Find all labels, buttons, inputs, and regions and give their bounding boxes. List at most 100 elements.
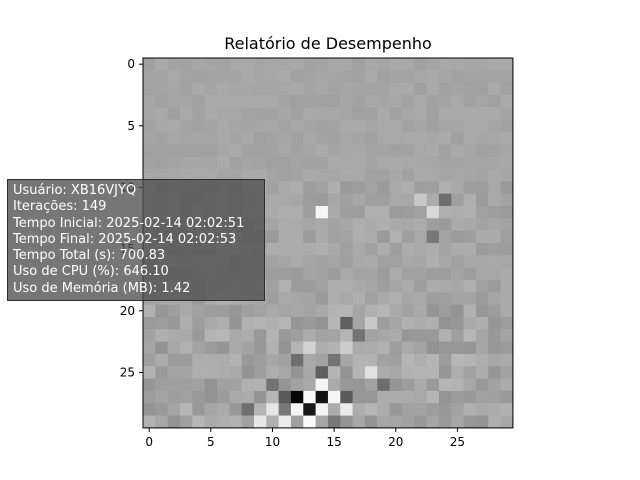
heatmap-cell: [303, 267, 317, 281]
heatmap-cell: [438, 304, 452, 318]
heatmap-cell: [401, 58, 415, 71]
heatmap-cell: [340, 366, 354, 379]
heatmap-cell: [364, 242, 378, 256]
heatmap-cell: [340, 403, 354, 416]
heatmap-cell: [488, 144, 501, 158]
heatmap-cell: [340, 205, 354, 219]
heatmap-cell: [241, 390, 255, 404]
heatmap-cell: [438, 329, 452, 342]
heatmap-cell: [266, 156, 280, 170]
heatmap-cell: [475, 353, 489, 367]
heatmap-cell: [438, 230, 452, 244]
heatmap-cell: [488, 378, 501, 392]
heatmap-cell: [253, 107, 267, 121]
heatmap-cell: [290, 119, 304, 133]
heatmap-cell: [377, 267, 390, 281]
heatmap-cell: [216, 144, 230, 158]
heatmap-cell: [290, 341, 304, 355]
heatmap-cell: [475, 255, 489, 269]
heatmap-cell: [143, 94, 156, 108]
heatmap-cell: [463, 304, 477, 318]
heatmap-cell: [377, 181, 390, 195]
heatmap-cell: [401, 94, 415, 108]
heatmap-cell: [327, 341, 341, 355]
heatmap-cell: [414, 415, 427, 429]
heatmap-cell: [278, 415, 292, 429]
heatmap-cell: [463, 390, 477, 404]
heatmap-cell: [364, 70, 378, 84]
heatmap-cell: [290, 366, 304, 379]
heatmap-cell: [438, 366, 452, 379]
heatmap-cell: [216, 304, 230, 318]
heatmap-cell: [500, 304, 514, 318]
heatmap-cell: [327, 58, 341, 71]
heatmap-cell: [266, 82, 280, 96]
heatmap-cell: [500, 230, 514, 244]
heatmap-cell: [389, 390, 403, 404]
heatmap-cell: [229, 94, 243, 108]
heatmap-cell: [475, 267, 489, 281]
heatmap-cell: [179, 82, 193, 96]
heatmap-cell: [303, 168, 317, 182]
heatmap-cell: [389, 378, 403, 392]
y-tick-label: 0: [127, 57, 135, 71]
heatmap-cell: [192, 70, 206, 84]
heatmap-cell: [364, 279, 378, 293]
heatmap-cell: [253, 168, 267, 182]
heatmap-cell: [278, 181, 292, 195]
heatmap-cell: [167, 131, 181, 145]
heatmap-cell: [253, 403, 267, 416]
heatmap-cell: [463, 279, 477, 293]
heatmap-cells: [143, 58, 514, 429]
heatmap-cell: [253, 353, 267, 367]
heatmap-cell: [364, 218, 378, 232]
heatmap-cell: [192, 304, 206, 318]
heatmap-cell: [266, 94, 280, 108]
heatmap-cell: [266, 242, 280, 256]
heatmap-cell: [303, 292, 317, 305]
heatmap-cell: [414, 230, 427, 244]
heatmap-cell: [488, 230, 501, 244]
heatmap-cell: [426, 255, 440, 269]
heatmap-cell: [229, 378, 243, 392]
heatmap-cell: [451, 205, 464, 219]
heatmap-cell: [179, 329, 193, 342]
heatmap-cell: [426, 156, 440, 170]
heatmap-cell: [327, 304, 341, 318]
heatmap-cell: [290, 415, 304, 429]
heatmap-cell: [377, 316, 390, 330]
heatmap-cell: [426, 131, 440, 145]
heatmap-cell: [143, 119, 156, 133]
heatmap-cell: [389, 304, 403, 318]
heatmap-cell: [179, 366, 193, 379]
heatmap-cell: [451, 378, 464, 392]
heatmap-cell: [192, 341, 206, 355]
heatmap-cell: [290, 94, 304, 108]
heatmap-cell: [179, 70, 193, 84]
heatmap-cell: [278, 316, 292, 330]
heatmap-cell: [438, 316, 452, 330]
heatmap-cell: [315, 255, 329, 269]
heatmap-cell: [327, 292, 341, 305]
heatmap-cell: [290, 82, 304, 96]
heatmap-cell: [438, 94, 452, 108]
heatmap-cell: [303, 82, 317, 96]
heatmap-cell: [451, 304, 464, 318]
info-line-cpu: Uso de CPU (%): 646.10: [13, 264, 169, 280]
heatmap-cell: [315, 205, 329, 219]
heatmap-cell: [192, 144, 206, 158]
heatmap-cell: [389, 94, 403, 108]
heatmap-cell: [179, 390, 193, 404]
heatmap-cell: [488, 403, 501, 416]
heatmap-cell: [377, 230, 390, 244]
heatmap-cell: [426, 378, 440, 392]
heatmap-cell: [315, 366, 329, 379]
heatmap-cell: [414, 181, 427, 195]
heatmap-cell: [216, 168, 230, 182]
heatmap-cell: [204, 378, 218, 392]
heatmap-cell: [278, 366, 292, 379]
heatmap-cell: [438, 119, 452, 133]
heatmap-cell: [327, 242, 341, 256]
heatmap-cell: [315, 107, 329, 121]
heatmap-cell: [438, 378, 452, 392]
